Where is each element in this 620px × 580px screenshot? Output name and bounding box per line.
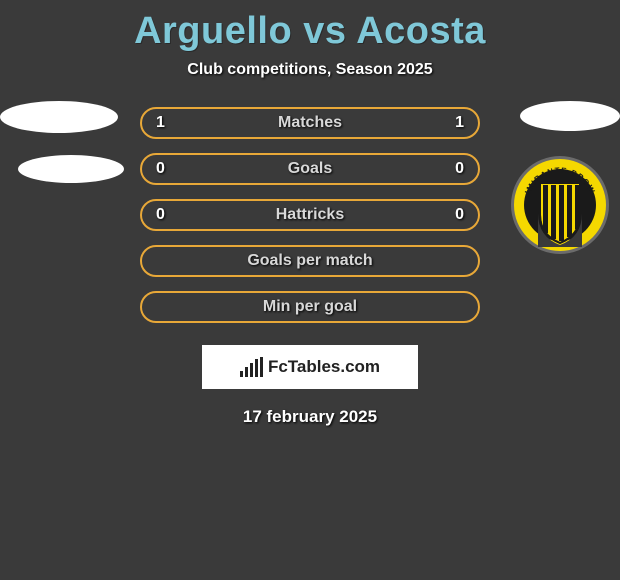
stat-label: Hattricks (186, 206, 434, 224)
player2-name: Acosta (356, 10, 486, 52)
stat-left-value: 0 (156, 206, 186, 224)
stat-right-value: 0 (434, 160, 464, 178)
date-text: 17 february 2025 (0, 407, 620, 427)
player2-avatar-placeholder (520, 101, 620, 131)
stat-label: Matches (186, 114, 434, 132)
branding-box: FcTables.com (202, 345, 418, 389)
comparison-subtitle: Club competitions, Season 2025 (0, 61, 620, 79)
stat-right-value: 0 (434, 206, 464, 224)
stat-row: Goals per match (140, 245, 480, 277)
stat-left-value: 0 (156, 160, 186, 178)
stat-row: Min per goal (140, 291, 480, 323)
stat-row: 0 Goals 0 (140, 153, 480, 185)
vs-text: vs (303, 10, 346, 52)
team-badge: IMIRANTE BROW (510, 155, 610, 255)
stat-right-value: 1 (434, 114, 464, 132)
player1-avatar-placeholder (0, 101, 118, 133)
stat-label: Goals (186, 160, 434, 178)
stat-left-value: 1 (156, 114, 186, 132)
branding-text: FcTables.com (268, 357, 380, 377)
player1-avatar-placeholder-2 (18, 155, 124, 183)
player1-name: Arguello (134, 10, 292, 52)
stat-row: 1 Matches 1 (140, 107, 480, 139)
comparison-title: Arguello vs Acosta (0, 10, 620, 53)
stats-area: IMIRANTE BROW 1 Matches 1 0 Goals 0 0 Ha… (0, 107, 620, 323)
stat-label: Min per goal (156, 298, 464, 316)
bars-icon (240, 357, 263, 377)
stat-label: Goals per match (156, 252, 464, 270)
stat-row: 0 Hattricks 0 (140, 199, 480, 231)
